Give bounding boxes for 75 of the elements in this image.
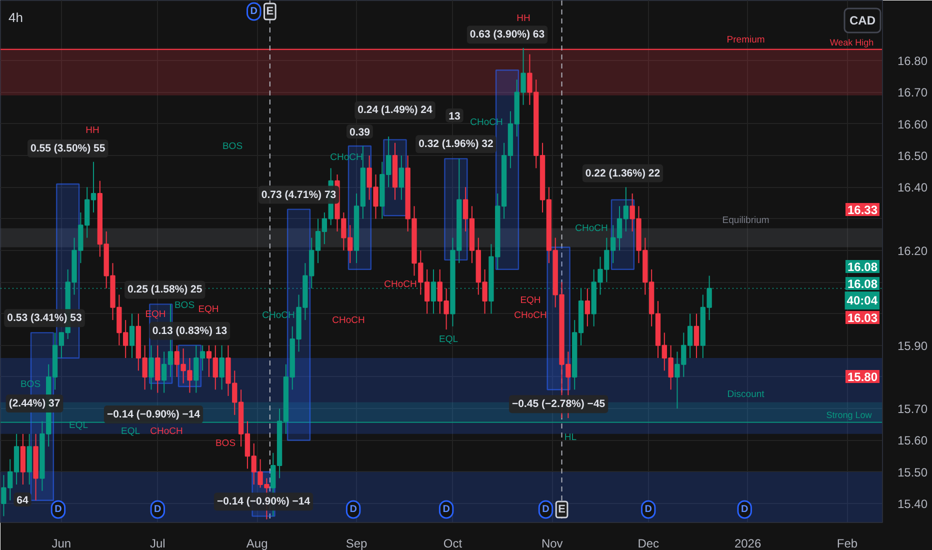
data-label: −0.14 (−0.90%) −14: [216, 496, 310, 508]
y-tick-label: 16.20: [898, 244, 928, 258]
y-tick-label: 16.60: [898, 117, 928, 132]
ref-line-label: Strong Low: [826, 410, 872, 420]
annotation: HH: [86, 125, 100, 136]
x-tick-label: Jun: [52, 536, 72, 550]
band-label: Discount: [727, 388, 765, 400]
data-label: 0.32 (1.96%) 32: [418, 138, 494, 150]
annotation: BOS: [215, 438, 236, 449]
y-tick-label: 16.80: [898, 54, 928, 68]
band-label: Equilibrium: [722, 214, 770, 226]
x-tick-label: Nov: [541, 536, 563, 550]
annotation: EQH: [520, 295, 541, 306]
annotation: D: [54, 504, 62, 515]
data-label: 0.25 (1.58%) 25: [128, 284, 202, 296]
annotation: D: [644, 504, 652, 515]
annotation: D: [154, 504, 162, 515]
annotation: 15.80: [847, 370, 878, 384]
data-label: 0.53 (3.41%) 53: [7, 312, 82, 324]
annotation: CHoCH: [575, 223, 608, 234]
y-tick-label: 15.40: [898, 497, 928, 512]
annotation: (2.44%) 37: [8, 398, 60, 410]
annotation: 13: [448, 110, 460, 122]
y-tick-label: 15.50: [898, 465, 928, 480]
ref-line-label: E: [266, 6, 274, 18]
data-label: 0.24 (1.49%) 24: [358, 104, 433, 116]
annotation: CAD: [850, 14, 876, 28]
annotation: EQH: [145, 309, 166, 320]
x-tick-label: 2026: [734, 536, 762, 550]
y-tick-label: 15.60: [898, 434, 928, 448]
band-label: Premium: [726, 34, 765, 46]
annotation: −0.14 (−0.90%) −14: [106, 408, 200, 420]
data-label: 0.13 (0.83%) 13: [152, 324, 228, 337]
annotation: 40:04: [846, 294, 878, 308]
annotation: 64: [16, 494, 28, 506]
data-label: −0.45 (−2.78%) −45: [512, 398, 606, 410]
annotation: D: [350, 504, 357, 515]
ref-line-label: Weak High: [830, 38, 874, 48]
x-tick-label: Sep: [346, 536, 368, 550]
y-tick-label: 16.70: [898, 86, 928, 100]
data-label: 0.73 (4.71%) 73: [261, 188, 336, 201]
ref-line-label: E: [558, 504, 566, 516]
annotation: D: [740, 504, 748, 515]
annotation: HL: [564, 432, 577, 443]
y-tick-label: 15.90: [898, 338, 928, 353]
annotation: D: [250, 6, 258, 17]
annotation: EQL: [438, 334, 458, 345]
annotation: BOS: [174, 300, 195, 311]
x-tick-label: Oct: [443, 536, 463, 550]
annotation: 16.33: [847, 203, 878, 217]
y-tick-label: 15.70: [898, 402, 928, 416]
y-tick-label: 16.50: [898, 149, 928, 164]
annotation: EQL: [120, 426, 140, 437]
x-tick-label: Feb: [836, 536, 858, 550]
y-tick-label: 16.40: [898, 180, 928, 195]
annotation: D: [542, 504, 550, 515]
data-label: 0.63 (3.90%) 63: [470, 28, 545, 41]
x-tick-label: Dec: [638, 536, 660, 550]
annotation: 16.03: [847, 311, 878, 325]
annotation: BOS: [222, 141, 243, 152]
annotation: CHoCH: [384, 279, 417, 290]
annotation: CHoCH: [332, 315, 365, 326]
annotation: HH: [516, 13, 530, 24]
annotation: D: [442, 504, 450, 515]
annotation: CHoCH: [150, 426, 183, 437]
data-label: 0.55 (3.50%) 55: [30, 142, 106, 154]
text: 4h: [8, 10, 23, 25]
annotation: EQH: [198, 304, 219, 315]
data-label: 0.22 (1.36%) 22: [585, 167, 660, 180]
x-tick-label: Jul: [150, 536, 166, 550]
annotation: 16.08: [847, 260, 878, 274]
annotation: CHoCH: [514, 310, 547, 321]
x-tick-label: Aug: [246, 536, 268, 550]
annotation: 16.08: [847, 277, 878, 291]
data-label: 0.39: [349, 126, 370, 139]
